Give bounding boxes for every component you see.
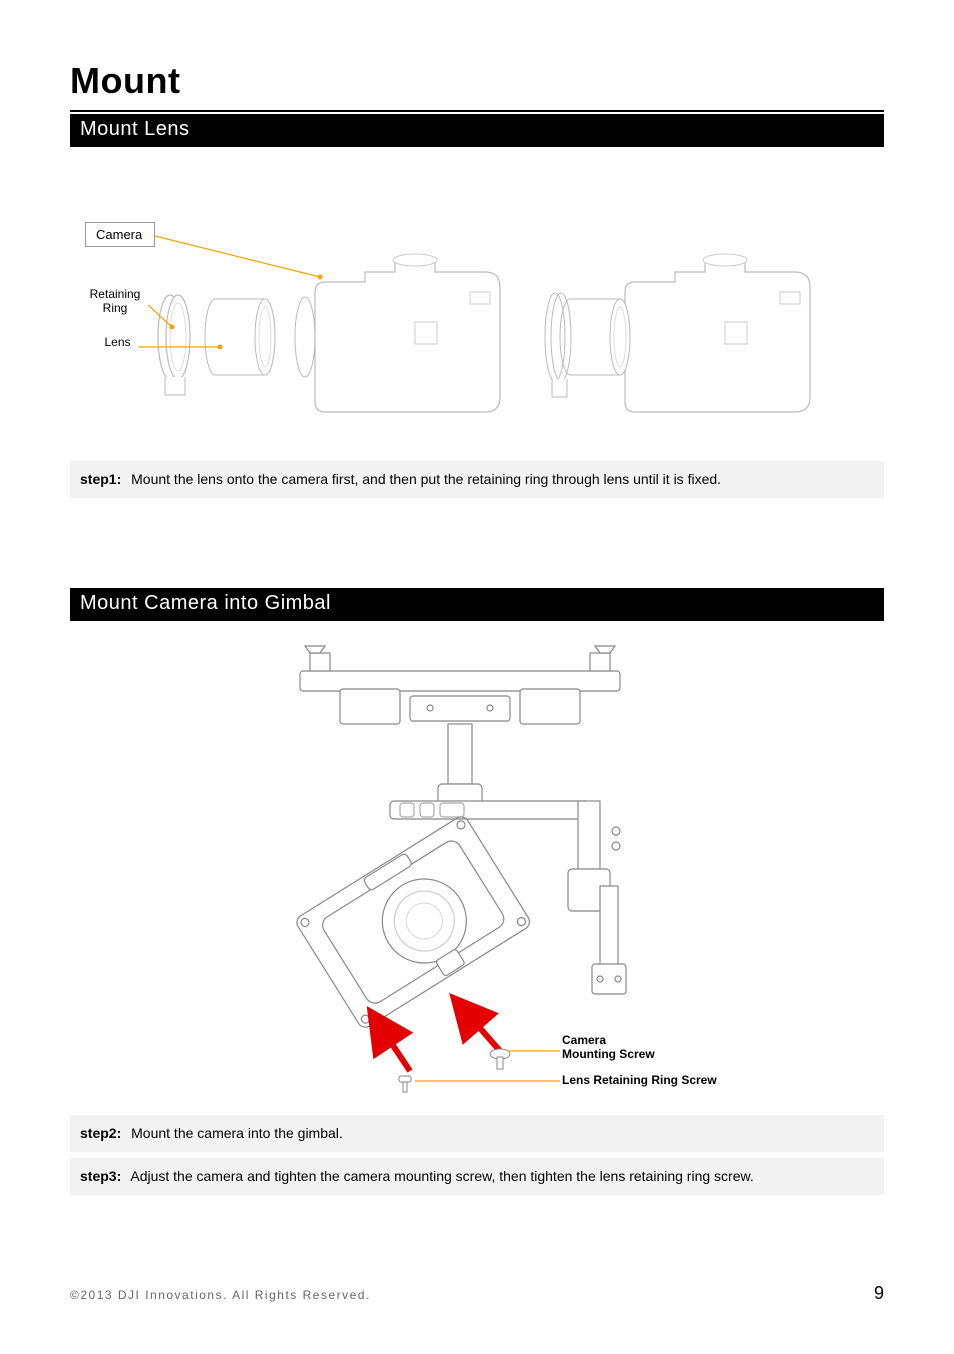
step1-row: step1: Mount the lens onto the camera fi… [70,461,884,498]
figure-mount-lens: Camera Retaining Ring Lens [70,147,884,457]
figure-mount-camera: Camera Mounting Screw Lens Retaining Rin… [70,621,884,1111]
section-spacer [70,498,884,588]
section-heading-mount-lens: Mount Lens [70,114,884,147]
annotation-lens-retaining-ring-screw: Lens Retaining Ring Screw [562,1073,762,1087]
step1-label: step1: [80,471,121,487]
step3-row: step3: Adjust the camera and tighten the… [70,1158,884,1195]
callout-retaining-ring: Retaining Ring [75,287,155,316]
annotation-camera-mounting-screw: Camera Mounting Screw [562,1033,722,1062]
step3-text: Adjust the camera and tighten the camera… [130,1168,753,1184]
page-footer: ©2013 DJI Innovations. All Rights Reserv… [70,1283,884,1304]
footer-copyright: ©2013 DJI Innovations. All Rights Reserv… [70,1288,371,1302]
step2-label: step2: [80,1125,121,1141]
step2-row: step2: Mount the camera into the gimbal. [70,1115,884,1152]
page-number: 9 [874,1283,884,1304]
section-heading-mount-camera: Mount Camera into Gimbal [70,588,884,621]
step2-text: Mount the camera into the gimbal. [131,1125,343,1141]
step1-text: Mount the lens onto the camera first, an… [131,471,721,487]
callout-camera: Camera [85,222,155,247]
page-title: Mount [70,60,884,102]
step3-label: step3: [80,1168,121,1184]
title-rule [70,110,884,112]
callout-lens: Lens [90,335,145,349]
